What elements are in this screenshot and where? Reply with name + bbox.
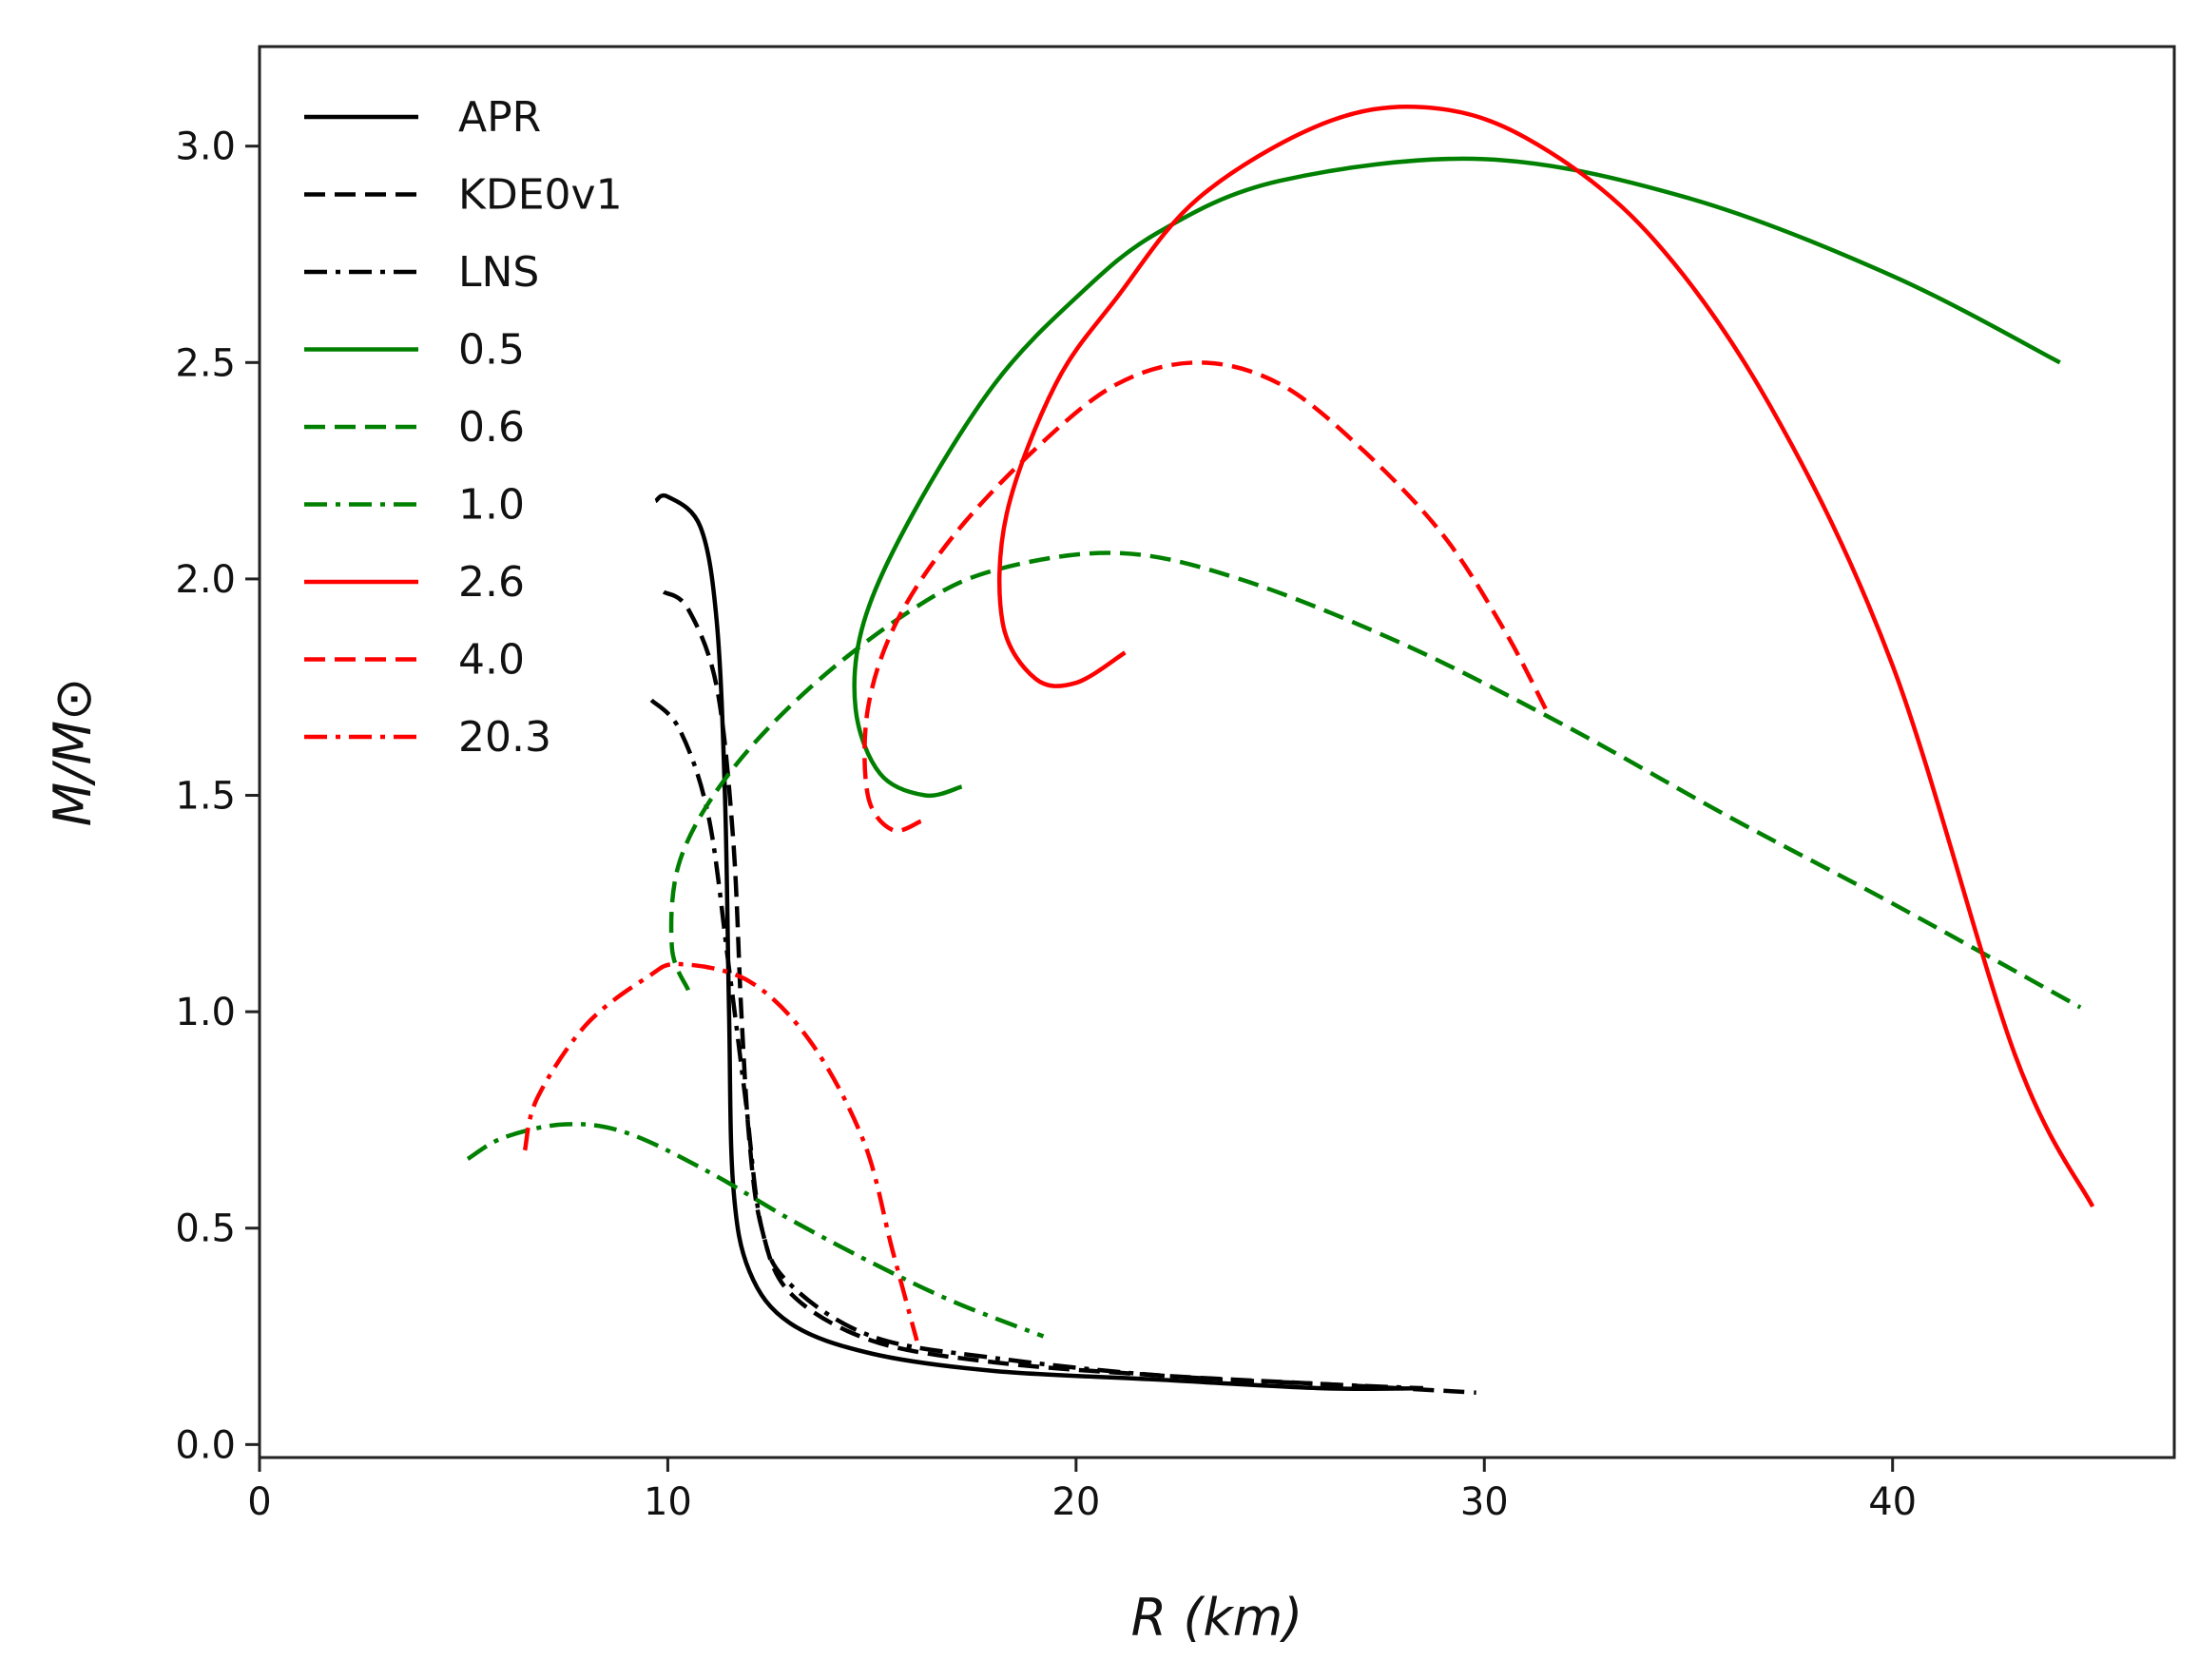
legend-label: 20.3 (458, 713, 551, 762)
series-line-20.3 (522, 961, 919, 1342)
legend-label: 2.6 (458, 558, 525, 607)
x-tick-label: 20 (1051, 1480, 1100, 1524)
series-line-4.0 (862, 360, 1548, 834)
y-axis: 0.0 0.5 1.0 1.5 2.0 2.5 3.0 (175, 126, 260, 1467)
series-lines (466, 104, 2095, 1395)
y-tick-label: 2.5 (175, 341, 236, 385)
y-tick-label: 2.0 (175, 558, 236, 602)
x-tick-label: 30 (1460, 1480, 1509, 1524)
legend-label: LNS (458, 248, 539, 297)
x-axis: 0 10 20 30 40 (247, 1458, 1917, 1524)
y-tick-label: 3.0 (175, 126, 236, 169)
plot-area (258, 45, 2176, 1459)
y-axis-label: M/M⊙ (43, 678, 103, 827)
series-line-LNS (649, 698, 1423, 1391)
y-tick-label: 1.0 (175, 991, 236, 1034)
legend: APR KDE0v1 LNS 0.5 0.6 1.0 2.6 4.0 20.3 (304, 93, 623, 762)
legend-label: KDE0v1 (458, 171, 623, 220)
y-tick-label: 0.5 (175, 1207, 236, 1251)
x-tick-label: 0 (247, 1480, 271, 1524)
x-tick-label: 40 (1868, 1480, 1917, 1524)
legend-label: 1.0 (458, 481, 525, 530)
x-tick-label: 10 (644, 1480, 692, 1524)
series-line-1.0 (466, 1122, 1045, 1339)
y-tick-label: 1.5 (175, 775, 236, 819)
legend-label: 0.5 (458, 326, 525, 375)
x-axis-label: R (km) (1131, 1588, 1303, 1648)
y-tick-label: 0.0 (175, 1423, 236, 1467)
series-line-2.6 (996, 104, 2095, 1208)
series-line-APR (654, 492, 1423, 1392)
legend-label: APR (458, 93, 541, 142)
legend-label: 4.0 (458, 636, 525, 685)
legend-label: 0.6 (458, 403, 525, 452)
series-line-0.5 (852, 156, 2061, 799)
